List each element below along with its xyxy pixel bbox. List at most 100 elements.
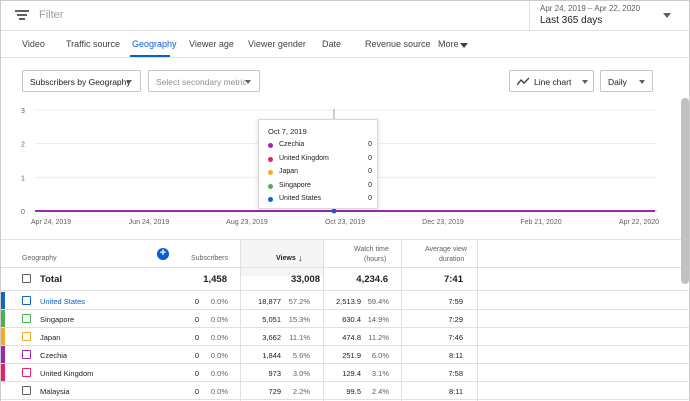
x-tick-label: Aug 23, 2019 <box>226 219 268 226</box>
tooltip-date: Oct 7, 2019 <box>268 127 307 136</box>
row-subscribers-pct: 0.0% <box>210 297 228 306</box>
series-color-dot <box>268 170 273 175</box>
date-range-picker[interactable]: Apr 24, 2019 – Apr 22, 2020 Last 365 day… <box>529 1 689 31</box>
views-column-header-bg <box>240 240 323 276</box>
filter-list-icon[interactable] <box>15 8 31 22</box>
page-scrollbar[interactable] <box>681 98 689 284</box>
active-tab-indicator <box>130 55 170 57</box>
tab-more[interactable]: More <box>438 39 459 49</box>
dimension-tabs: Video Traffic source Geography Viewer ag… <box>1 31 689 58</box>
row-views-pct: 3.0% <box>292 369 310 378</box>
row-checkbox[interactable] <box>22 368 31 377</box>
date-range-text: Apr 24, 2019 – Apr 22, 2020 <box>540 4 641 13</box>
filter-input[interactable]: Filter <box>39 9 64 21</box>
row-divider <box>1 399 689 400</box>
series-color-dot <box>268 143 273 148</box>
header-views[interactable]: Views <box>276 255 296 262</box>
row-geography-name: United Kingdom <box>40 369 94 378</box>
column-divider <box>240 240 241 401</box>
chart-type-dropdown[interactable]: Line chart <box>509 70 594 92</box>
header-geography[interactable]: Geography <box>22 255 57 262</box>
tab-date[interactable]: Date <box>322 39 342 49</box>
chevron-down-icon <box>639 80 645 84</box>
tooltip-series-name: United Kingdom <box>279 154 329 162</box>
row-avd: 7:58 <box>448 369 463 378</box>
series-color-bar <box>1 292 5 310</box>
secondary-metric-placeholder: Select secondary metric <box>156 77 247 87</box>
column-divider <box>323 240 324 401</box>
header-watch-time[interactable]: Watch time <box>354 246 389 253</box>
line-chart-icon <box>517 77 529 86</box>
tooltip-series-value: 0 <box>368 168 372 175</box>
row-divider <box>1 327 689 328</box>
row-views: 18,877 <box>258 297 281 306</box>
row-checkbox[interactable] <box>22 314 31 323</box>
header-avd-2: duration <box>439 256 465 263</box>
tooltip-series-value: 0 <box>368 195 372 202</box>
row-subscribers: 0 <box>194 333 199 342</box>
row-geography-name: Japan <box>40 333 61 342</box>
column-divider <box>401 240 402 401</box>
filter-bar: Filter Apr 24, 2019 – Apr 22, 2020 Last … <box>1 1 689 31</box>
select-all-checkbox[interactable] <box>22 274 31 283</box>
metric-dropdown[interactable]: Subscribers by Geography <box>22 70 141 92</box>
row-subscribers: 0 <box>194 369 199 378</box>
sort-down-icon[interactable]: ↓ <box>298 253 303 263</box>
series-color-dot <box>268 183 273 189</box>
series-color-bar <box>1 346 5 364</box>
tooltip-row: Czechia 0 <box>268 141 372 151</box>
row-watch-time-pct: 6.0% <box>371 351 389 360</box>
line-chart[interactable]: 0 1 2 3 Apr 24, 2019 Jun 24, 2019 Aug 23, 2019… <box>1 98 689 233</box>
x-tick-label: Feb 21, 2020 <box>520 219 561 226</box>
metric-dropdown-label: Subscribers by Geography <box>30 77 131 87</box>
row-watch-time: 251.9 <box>342 351 361 360</box>
x-tick-label: Jun 24, 2019 <box>129 219 170 226</box>
tab-viewer-gender[interactable]: Viewer gender <box>248 39 306 49</box>
geography-table: Geography + Subscribers Views ↓ Watch ti… <box>1 239 689 401</box>
add-metric-button[interactable]: + <box>157 248 169 260</box>
tooltip-series-name: Czechia <box>279 141 305 148</box>
granularity-label: Daily <box>608 77 627 87</box>
header-avd[interactable]: Average view <box>425 246 467 253</box>
row-checkbox[interactable] <box>22 332 31 341</box>
tooltip-series-name: Singapore <box>279 181 311 189</box>
row-checkbox[interactable] <box>22 386 31 395</box>
chevron-down-icon <box>126 80 132 84</box>
column-divider <box>477 240 478 401</box>
more-chevron-icon <box>460 43 468 48</box>
granularity-dropdown[interactable]: Daily <box>600 70 653 92</box>
chevron-down-icon <box>245 80 251 84</box>
tab-viewer-age[interactable]: Viewer age <box>189 39 234 49</box>
row-subscribers: 0 <box>194 297 199 306</box>
tooltip-row: Singapore 0 <box>268 182 372 192</box>
tooltip-row: United Kingdom 0 <box>268 155 372 165</box>
header-subscribers[interactable]: Subscribers <box>191 255 228 262</box>
row-checkbox[interactable] <box>22 350 31 359</box>
row-avd: 8:11 <box>448 351 463 360</box>
x-tick-label: Dec 23, 2019 <box>422 219 464 226</box>
row-geography-name[interactable]: United States <box>40 297 86 306</box>
hover-point <box>331 208 337 214</box>
row-watch-time: 474.8 <box>342 333 361 342</box>
row-checkbox[interactable] <box>22 296 31 305</box>
total-subscribers: 1,458 <box>203 274 227 285</box>
secondary-metric-dropdown[interactable]: Select secondary metric <box>148 70 260 92</box>
row-divider <box>1 381 689 382</box>
y-tick-label: 1 <box>21 175 25 182</box>
row-subscribers-pct: 0.0% <box>210 369 228 378</box>
row-views: 729 <box>268 387 281 396</box>
date-preset-label: Last 365 days <box>540 15 603 26</box>
row-watch-time-pct: 14.9% <box>367 315 389 324</box>
row-views-pct: 57.2% <box>288 297 310 306</box>
tab-geography[interactable]: Geography <box>132 39 177 49</box>
total-watch-time: 4,234.6 <box>356 274 388 285</box>
tab-video[interactable]: Video <box>22 39 45 49</box>
row-views-pct: 15.3% <box>288 315 310 324</box>
y-tick-label: 3 <box>21 108 25 115</box>
tab-revenue-source[interactable]: Revenue source <box>365 39 431 49</box>
tab-traffic-source[interactable]: Traffic source <box>66 39 121 49</box>
total-divider <box>1 290 689 291</box>
header-watch-time-unit: (hours) <box>364 256 387 263</box>
row-avd: 7:29 <box>448 315 463 324</box>
row-subscribers: 0 <box>194 387 199 396</box>
